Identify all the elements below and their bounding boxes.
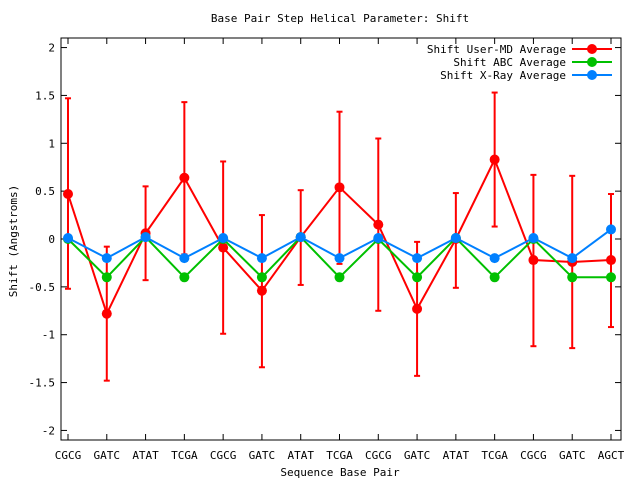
data-point [412,272,423,283]
data-point [101,253,112,264]
legend-marker [587,44,597,54]
y-tick-label: 0.5 [35,185,55,198]
data-point [373,219,384,230]
data-point [218,242,229,253]
data-point [179,172,190,183]
data-point [140,232,151,243]
y-tick-label: 1 [48,137,55,150]
data-point [334,253,345,264]
data-point [606,255,616,266]
data-point [489,272,500,283]
data-point [528,255,539,266]
y-axis-title: Shift (Angstroms) [7,185,20,298]
x-tick-label: GATC [404,449,431,462]
x-tick-label: CGCG [520,449,547,462]
legend-marker [587,57,597,67]
data-point [450,233,461,244]
x-tick-label: TCGA [326,449,353,462]
data-point [606,272,616,283]
x-tick-label: AGCT [598,449,625,462]
data-point [489,154,500,165]
x-tick-label: ATAT [132,449,159,462]
data-point [256,285,267,296]
data-point [63,189,73,200]
data-point [567,253,578,264]
data-point [218,233,229,244]
y-tick-label: -1.5 [29,377,56,390]
data-point [412,253,423,264]
data-point [101,272,112,283]
data-point [63,233,73,244]
data-point [528,233,539,244]
data-point [606,224,616,235]
data-point [295,232,306,243]
y-tick-label: 0 [48,233,55,246]
y-tick-label: -0.5 [29,281,56,294]
x-tick-label: TCGA [481,449,508,462]
x-tick-label: GATC [249,449,276,462]
data-point [489,253,500,264]
legend-label: Shift X-Ray Average [440,69,566,82]
x-tick-label: GATC [94,449,121,462]
data-point [412,303,423,314]
data-point [334,272,345,283]
legend-label: Shift ABC Average [453,56,566,69]
y-tick-label: -2 [42,424,55,437]
data-point [256,253,267,264]
x-tick-label: CGCG [210,449,237,462]
data-point [334,182,345,193]
data-point [373,233,384,244]
legend-label: Shift User-MD Average [427,43,566,56]
series-0 [63,91,616,382]
x-tick-label: ATAT [287,449,314,462]
data-point [101,308,112,319]
chart-title: Base Pair Step Helical Parameter: Shift [211,12,469,25]
y-tick-label: -1 [42,329,55,342]
x-tick-label: ATAT [443,449,470,462]
y-tick-label: 2 [48,42,55,55]
data-point [179,272,190,283]
data-point [567,272,578,283]
data-point [256,272,267,283]
x-tick-label: GATC [559,449,586,462]
x-tick-label: TCGA [171,449,198,462]
series-2 [63,224,616,264]
legend-marker [587,70,597,80]
x-tick-label: CGCG [365,449,392,462]
x-tick-label: CGCG [55,449,82,462]
x-axis-title: Sequence Base Pair [280,466,400,479]
y-tick-label: 1.5 [35,89,55,102]
data-point [179,253,190,264]
